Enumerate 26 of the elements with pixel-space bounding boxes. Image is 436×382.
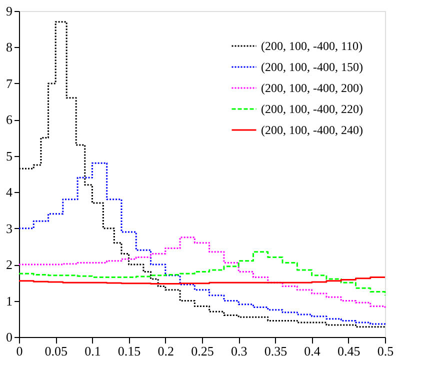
y-tick-label: 1	[6, 293, 12, 308]
legend-label: (200, 100, -400, 200)	[261, 81, 363, 95]
y-tick-label: 2	[6, 257, 12, 272]
y-tick-label: 6	[6, 112, 13, 128]
y-tick-label: 3	[6, 220, 12, 236]
y-tick-label: 9	[6, 4, 12, 18]
x-tick-label: 0.4	[304, 344, 321, 358]
y-tick-label: 4	[6, 184, 13, 200]
x-tick-label: 0.1	[84, 344, 101, 358]
legend-label: (200, 100, -400, 220)	[261, 102, 363, 116]
x-tick-label: 0.25	[191, 344, 214, 358]
legend-label: (200, 100, -400, 150)	[261, 60, 363, 74]
y-tick-label: 8	[6, 40, 12, 55]
legend-label: (200, 100, -400, 240)	[261, 123, 363, 137]
x-tick-label: 0.5	[377, 344, 394, 358]
x-tick-label: 0.3	[230, 344, 248, 358]
y-tick-label: 5	[6, 148, 12, 164]
y-tick-label: 7	[6, 76, 13, 91]
y-tick-label: 0	[6, 330, 12, 344]
x-tick-label: 0.15	[118, 344, 141, 358]
x-tick-label: 0	[16, 344, 23, 358]
x-tick-label: 0.2	[158, 344, 174, 358]
x-tick-label: 0.35	[264, 344, 288, 358]
legend-label: (200, 100, -400, 110)	[261, 39, 363, 53]
x-tick-label: 0.45	[338, 344, 360, 358]
x-tick-label: 0.05	[44, 344, 68, 358]
